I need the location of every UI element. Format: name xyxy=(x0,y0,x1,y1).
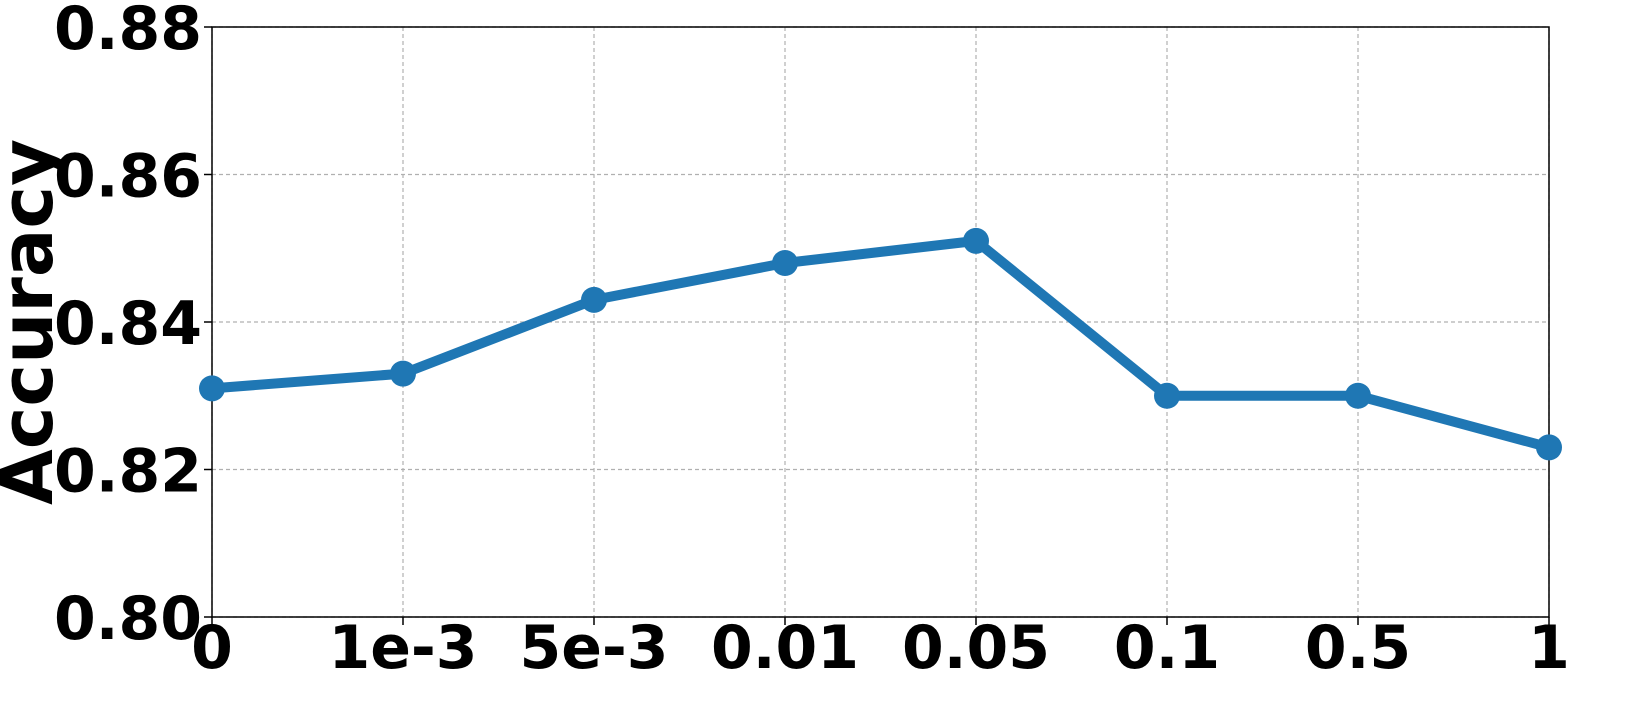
data-point xyxy=(581,286,607,313)
series-line xyxy=(207,235,1554,453)
data-point xyxy=(1536,434,1562,461)
grid xyxy=(211,26,1550,618)
x-tick-label: 0.5 xyxy=(1305,613,1411,683)
y-tick-label: 0.88 xyxy=(54,0,202,64)
data-point xyxy=(1154,382,1180,409)
y-tick-label: 0.82 xyxy=(54,437,202,507)
series-markers xyxy=(199,227,1562,461)
data-point xyxy=(772,250,798,276)
y-tick-label: 0.80 xyxy=(54,584,202,654)
x-tick-label: 0.1 xyxy=(1114,613,1220,683)
data-point xyxy=(963,227,989,254)
data-point xyxy=(390,360,416,387)
y-tick-label: 0.86 xyxy=(54,142,202,212)
data-point xyxy=(1345,382,1371,409)
series-line-group xyxy=(207,235,1554,453)
y-axis-ticks: 0.80 0.82 0.84 0.86 0.88 xyxy=(54,0,212,654)
x-tick-label: 0.05 xyxy=(902,613,1050,683)
x-tick-label: 0 xyxy=(191,613,233,683)
x-tick-label: 0.01 xyxy=(711,613,859,683)
x-tick-label: 5e-3 xyxy=(519,613,668,683)
x-axis-ticks: 0 1e-3 5e-3 0.01 0.05 0.1 0.5 1 xyxy=(191,613,1570,683)
data-point xyxy=(199,375,225,402)
x-tick-label: 1e-3 xyxy=(328,613,477,683)
y-tick-label: 0.84 xyxy=(54,289,202,359)
y-axis-label: Accuracy xyxy=(0,139,69,505)
x-tick-label: 1 xyxy=(1528,613,1570,683)
